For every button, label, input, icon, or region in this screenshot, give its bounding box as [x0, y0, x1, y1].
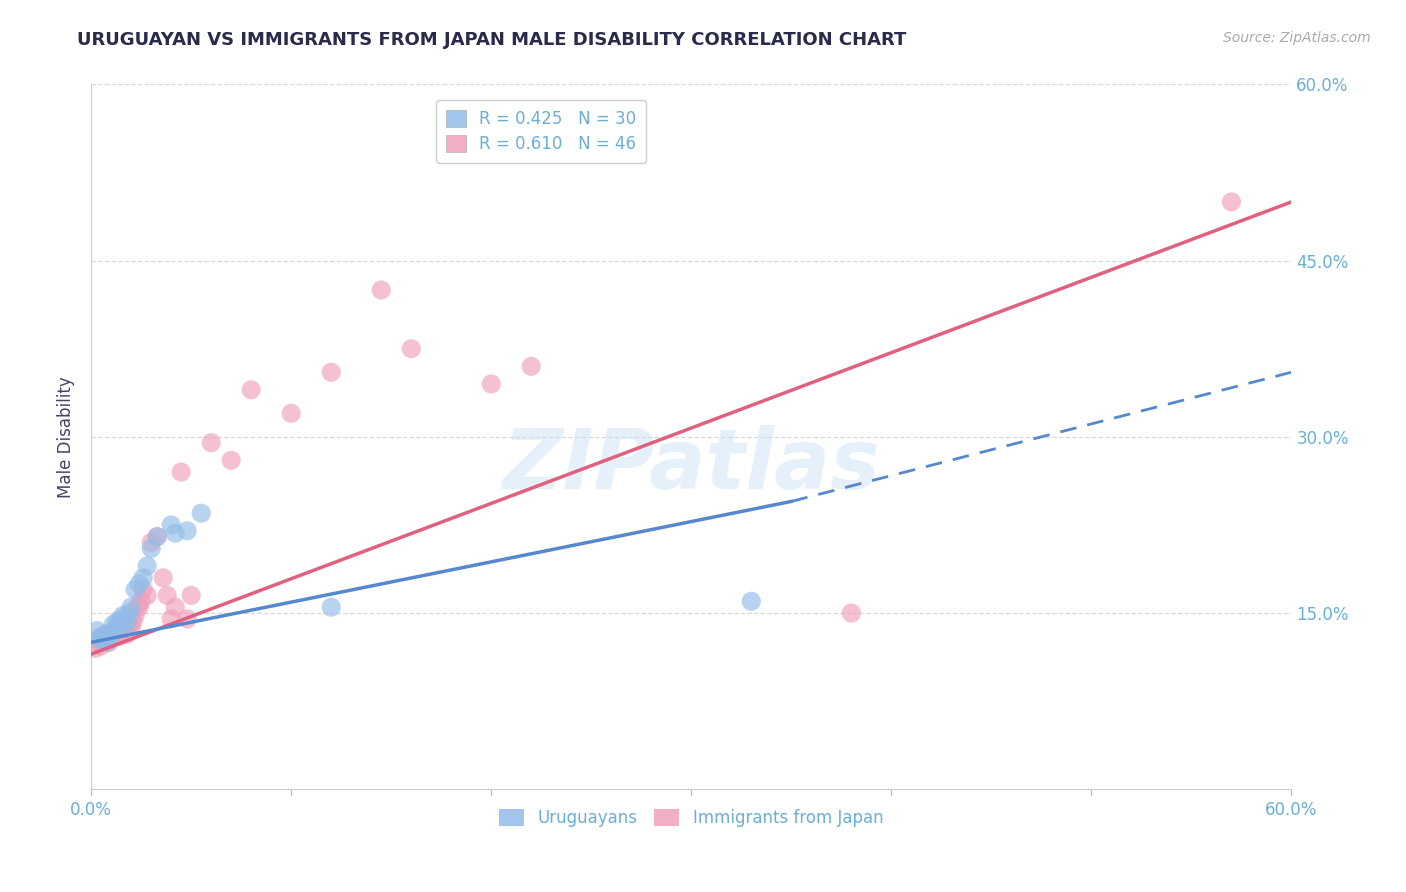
Point	[86, 635, 108, 649]
Point	[94, 627, 117, 641]
Point	[280, 406, 302, 420]
Point	[160, 612, 183, 626]
Point	[152, 571, 174, 585]
Point	[190, 506, 212, 520]
Point	[100, 627, 122, 641]
Point	[98, 635, 121, 649]
Point	[176, 524, 198, 538]
Point	[90, 630, 112, 644]
Point	[108, 617, 131, 632]
Point	[114, 620, 136, 634]
Point	[136, 559, 159, 574]
Point	[136, 588, 159, 602]
Point	[132, 571, 155, 585]
Point	[841, 606, 863, 620]
Point	[104, 621, 127, 635]
Point	[141, 535, 163, 549]
Point	[520, 359, 543, 374]
Point	[165, 600, 187, 615]
Point	[84, 641, 107, 656]
Text: ZIPatlas: ZIPatlas	[502, 425, 880, 506]
Point	[112, 608, 135, 623]
Point	[740, 594, 762, 608]
Point	[128, 576, 150, 591]
Point	[105, 614, 128, 628]
Point	[110, 612, 132, 626]
Point	[127, 600, 149, 615]
Text: URUGUAYAN VS IMMIGRANTS FROM JAPAN MALE DISABILITY CORRELATION CHART: URUGUAYAN VS IMMIGRANTS FROM JAPAN MALE …	[77, 31, 907, 49]
Legend: Uruguayans, Immigrants from Japan: Uruguayans, Immigrants from Japan	[492, 802, 890, 834]
Point	[129, 594, 152, 608]
Point	[91, 630, 114, 644]
Point	[321, 600, 343, 615]
Point	[120, 620, 142, 634]
Text: Source: ZipAtlas.com: Source: ZipAtlas.com	[1223, 31, 1371, 45]
Point	[219, 453, 242, 467]
Point	[160, 517, 183, 532]
Point	[170, 465, 193, 479]
Point	[124, 582, 146, 597]
Point	[200, 435, 222, 450]
Point	[141, 541, 163, 556]
Point	[1220, 194, 1243, 209]
Point	[370, 283, 392, 297]
Point	[104, 626, 127, 640]
Point	[122, 614, 145, 628]
Point	[120, 600, 142, 615]
Point	[176, 612, 198, 626]
Point	[90, 639, 112, 653]
Point	[146, 530, 169, 544]
Point	[89, 632, 111, 646]
Point	[146, 530, 169, 544]
Point	[94, 633, 117, 648]
Point	[399, 342, 422, 356]
Point	[115, 614, 138, 628]
Point	[98, 630, 121, 644]
Point	[114, 617, 136, 632]
Point	[132, 582, 155, 597]
Point	[479, 376, 502, 391]
Y-axis label: Male Disability: Male Disability	[58, 376, 75, 498]
Point	[128, 600, 150, 615]
Point	[321, 365, 343, 379]
Point	[105, 624, 128, 638]
Point	[118, 617, 141, 632]
Point	[156, 588, 179, 602]
Point	[100, 632, 122, 646]
Point	[86, 624, 108, 638]
Point	[118, 606, 141, 620]
Point	[96, 635, 118, 649]
Point	[110, 620, 132, 634]
Point	[124, 608, 146, 623]
Point	[91, 633, 114, 648]
Point	[115, 627, 138, 641]
Point	[96, 627, 118, 641]
Point	[240, 383, 263, 397]
Point	[108, 630, 131, 644]
Point	[180, 588, 202, 602]
Point	[89, 632, 111, 646]
Point	[165, 526, 187, 541]
Point	[101, 630, 124, 644]
Point	[101, 617, 124, 632]
Point	[112, 624, 135, 638]
